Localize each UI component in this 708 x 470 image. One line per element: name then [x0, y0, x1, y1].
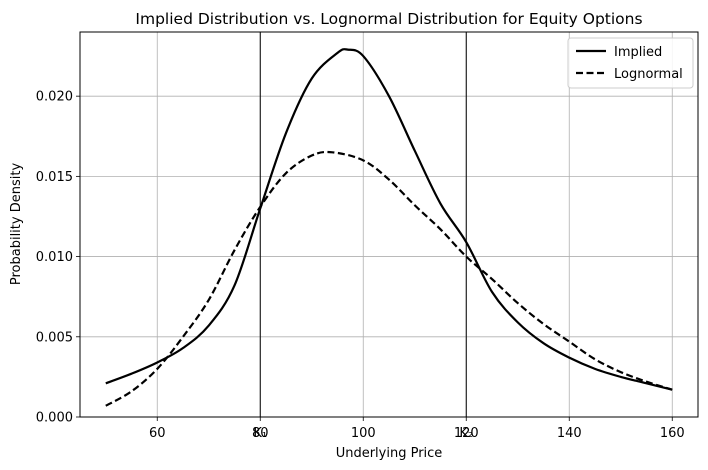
x-axis-label: Underlying Price [336, 446, 443, 461]
y-tick-label: 0.015 [36, 170, 73, 185]
x-tick-label: 80 [252, 426, 269, 441]
strike-lines: K₁ K₂ [253, 32, 473, 441]
x-tick-label: 60 [149, 426, 166, 441]
x-tick-label: 140 [557, 426, 582, 441]
legend: Implied Lognormal [567, 37, 694, 89]
x-tick-label: 120 [454, 426, 479, 441]
chart-title: Implied Distribution vs. Lognormal Distr… [135, 10, 642, 28]
y-tick-label: 0.000 [36, 411, 73, 426]
legend-label: Implied [614, 45, 662, 60]
y-tick-label: 0.020 [36, 90, 73, 105]
series-lines [105, 48, 673, 407]
strike-label: K₂ [459, 426, 473, 441]
series-line-lognormal [105, 150, 673, 407]
grid [80, 32, 698, 418]
y-axis-label: Probability Density [9, 163, 24, 286]
legend-label: Lognormal [614, 67, 683, 82]
series-line-implied [105, 48, 673, 391]
y-tick-label: 0.010 [36, 250, 73, 265]
x-tick-label: 160 [660, 426, 685, 441]
y-axis-ticks: 0.000 0.005 0.010 0.015 0.020 [36, 90, 80, 426]
x-tick-label: 100 [351, 426, 376, 441]
x-axis-ticks: 60 80 100 120 140 160 [149, 417, 685, 441]
y-tick-label: 0.005 [36, 330, 73, 345]
strike-label: K₁ [253, 426, 267, 441]
plot-frame [79, 31, 699, 418]
